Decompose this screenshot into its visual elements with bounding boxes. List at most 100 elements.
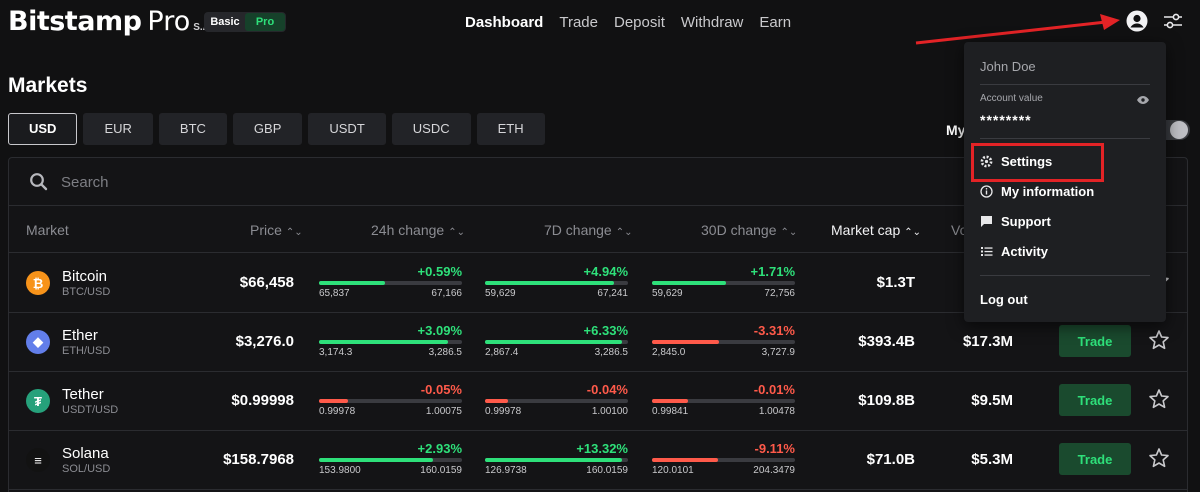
range-low: 126.9738 bbox=[485, 465, 527, 476]
change-cell-c7: +6.33% 2,867.4 3,286.5 bbox=[485, 323, 628, 363]
tab-usd[interactable]: USD bbox=[8, 113, 78, 145]
search-bar bbox=[9, 158, 1187, 206]
change-percent: -3.31% bbox=[753, 323, 795, 338]
col-market-label: Market bbox=[26, 222, 69, 238]
favorite-star-icon[interactable] bbox=[1148, 388, 1170, 410]
coin-pair: ETH/USD bbox=[62, 345, 111, 357]
tab-eur[interactable]: EUR bbox=[83, 113, 153, 145]
preferences-sliders-icon[interactable] bbox=[1163, 12, 1183, 30]
change-percent: +13.32% bbox=[576, 441, 628, 456]
mode-pro[interactable]: Pro bbox=[245, 13, 285, 31]
menu-settings[interactable]: Settings bbox=[980, 154, 1052, 169]
logo-suffix: S.A. bbox=[193, 22, 213, 33]
range-high: 1.00478 bbox=[758, 406, 795, 417]
chat-bubble-icon bbox=[981, 216, 992, 227]
tab-eth[interactable]: ETH bbox=[476, 113, 545, 145]
eye-icon[interactable] bbox=[1136, 95, 1150, 105]
col-mcap-label: Market cap bbox=[831, 222, 901, 238]
trade-button[interactable]: Trade bbox=[1059, 384, 1131, 416]
account-value-label: Account value bbox=[980, 93, 1043, 104]
nav-deposit[interactable]: Deposit bbox=[614, 14, 665, 31]
col-volume-label: Vo bbox=[951, 222, 968, 238]
favorites-toggle-knob bbox=[1170, 121, 1188, 139]
account-dropdown: John Doe Account value ******** Settings… bbox=[964, 42, 1166, 322]
range-low: 153.9800 bbox=[319, 465, 361, 476]
nav-earn[interactable]: Earn bbox=[759, 14, 792, 31]
logout-button[interactable]: Log out bbox=[980, 292, 1028, 307]
table-header: Market Price ⌃⌄ 24h change ⌃⌄ 7D change ⌃⌄ … bbox=[9, 207, 1187, 253]
range-low: 59,629 bbox=[485, 288, 516, 299]
menu-support-label: Support bbox=[1001, 214, 1051, 229]
col-price-label: Price bbox=[250, 222, 282, 238]
range-bar bbox=[485, 458, 628, 462]
range-high: 67,166 bbox=[431, 288, 462, 299]
range-low: 65,837 bbox=[319, 288, 350, 299]
range-low: 2,867.4 bbox=[485, 347, 519, 358]
range-high: 72,756 bbox=[764, 288, 795, 299]
menu-settings-label: Settings bbox=[1001, 154, 1053, 169]
annotation-arrow bbox=[915, 14, 1120, 45]
col-volume[interactable]: Vo bbox=[951, 222, 967, 238]
info-icon bbox=[980, 185, 993, 198]
change-cell-c7: -0.04% 0.99978 1.00100 bbox=[485, 382, 628, 422]
change-cell-c30: -3.31% 2,845.0 3,727.9 bbox=[652, 323, 795, 363]
nav-dashboard[interactable]: Dashboard bbox=[465, 14, 544, 31]
coin-pair: USDT/USD bbox=[62, 404, 119, 416]
range-low: 59,629 bbox=[652, 288, 683, 299]
currency-tabs: USD EUR BTC GBP USDT USDC ETH bbox=[8, 113, 545, 145]
price-cell: $0.99998 bbox=[231, 392, 294, 409]
nav-trade[interactable]: Trade bbox=[559, 14, 598, 31]
table-row[interactable]: ₿ Bitcoin BTC/USD $66,458 +0.59% 65,837 67,166… bbox=[9, 254, 1187, 313]
mode-basic[interactable]: Basic bbox=[210, 16, 240, 28]
bitstamp-logo[interactable]: Bitstamp Pro S.A. bbox=[8, 6, 213, 38]
range-high: 67,241 bbox=[597, 288, 628, 299]
menu-activity[interactable]: Activity bbox=[980, 244, 1048, 259]
col-24h-change[interactable]: 24h change ⌃⌄ bbox=[371, 222, 465, 238]
range-bar-fill bbox=[319, 399, 348, 403]
divider bbox=[980, 138, 1150, 139]
coin-pair: SOL/USD bbox=[62, 463, 111, 475]
col-7d-label: 7D change bbox=[544, 222, 612, 238]
range-bar-fill bbox=[652, 340, 720, 344]
col-price[interactable]: Price ⌃⌄ bbox=[250, 222, 303, 238]
favorite-star-icon[interactable] bbox=[1148, 447, 1170, 469]
range-high: 204.3479 bbox=[753, 465, 795, 476]
change-cell-c30: +1.71% 59,629 72,756 bbox=[652, 264, 795, 304]
change-percent: +0.59% bbox=[417, 264, 462, 279]
tab-btc[interactable]: BTC bbox=[158, 113, 227, 145]
range-bar bbox=[485, 281, 628, 285]
table-row[interactable]: ◆ Ether ETH/USD $3,276.0 +3.09% 3,174.3 3,286.… bbox=[9, 313, 1187, 372]
table-row[interactable]: ≡ Solana SOL/USD $158.7968 +2.93% 153.9800 160… bbox=[9, 431, 1187, 490]
nav-withdraw[interactable]: Withdraw bbox=[680, 14, 744, 31]
my-favorites-label: My bbox=[946, 122, 966, 138]
range-low: 120.0101 bbox=[652, 465, 694, 476]
trade-button[interactable]: Trade bbox=[1059, 443, 1131, 475]
col-30d-change[interactable]: 30D change ⌃⌄ bbox=[701, 222, 797, 238]
col-market[interactable]: Market bbox=[26, 222, 69, 238]
menu-support[interactable]: Support bbox=[980, 214, 1051, 229]
range-bar bbox=[652, 399, 795, 403]
range-low: 3,174.3 bbox=[319, 347, 353, 358]
market-cap-cell: $1.3T bbox=[876, 274, 915, 291]
price-cell: $3,276.0 bbox=[235, 333, 294, 350]
change-percent: +1.71% bbox=[750, 264, 795, 279]
col-market-cap[interactable]: Market cap ⌃⌄ bbox=[831, 222, 921, 238]
basic-pro-toggle[interactable]: Basic Pro bbox=[204, 12, 286, 32]
search-input[interactable] bbox=[61, 168, 661, 196]
coin-pair: BTC/USD bbox=[62, 286, 111, 298]
col-7d-change[interactable]: 7D change ⌃⌄ bbox=[544, 222, 632, 238]
favorite-star-icon[interactable] bbox=[1148, 329, 1170, 351]
menu-my-information[interactable]: My information bbox=[980, 184, 1094, 199]
trade-button[interactable]: Trade bbox=[1059, 325, 1131, 357]
tab-gbp[interactable]: GBP bbox=[232, 113, 303, 145]
table-row[interactable]: ₮ Tether USDT/USD $0.99998 -0.05% 0.99978 1.00… bbox=[9, 372, 1187, 431]
tab-usdt[interactable]: USDT bbox=[308, 113, 386, 145]
tab-usdc[interactable]: USDC bbox=[391, 113, 471, 145]
change-cell-c24: +3.09% 3,174.3 3,286.5 bbox=[319, 323, 462, 363]
logo-wordmark: Bitstamp bbox=[8, 6, 142, 37]
solana-coin-icon: ≡ bbox=[26, 448, 50, 472]
price-cell: $66,458 bbox=[239, 274, 294, 291]
user-account-icon[interactable] bbox=[1126, 10, 1148, 32]
col-24h-label: 24h change bbox=[371, 222, 445, 238]
list-icon bbox=[981, 247, 993, 256]
